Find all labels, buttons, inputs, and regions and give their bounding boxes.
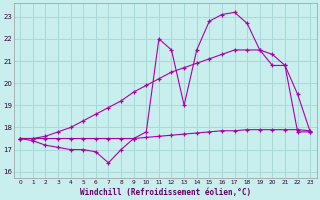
X-axis label: Windchill (Refroidissement éolien,°C): Windchill (Refroidissement éolien,°C) [80, 188, 251, 197]
